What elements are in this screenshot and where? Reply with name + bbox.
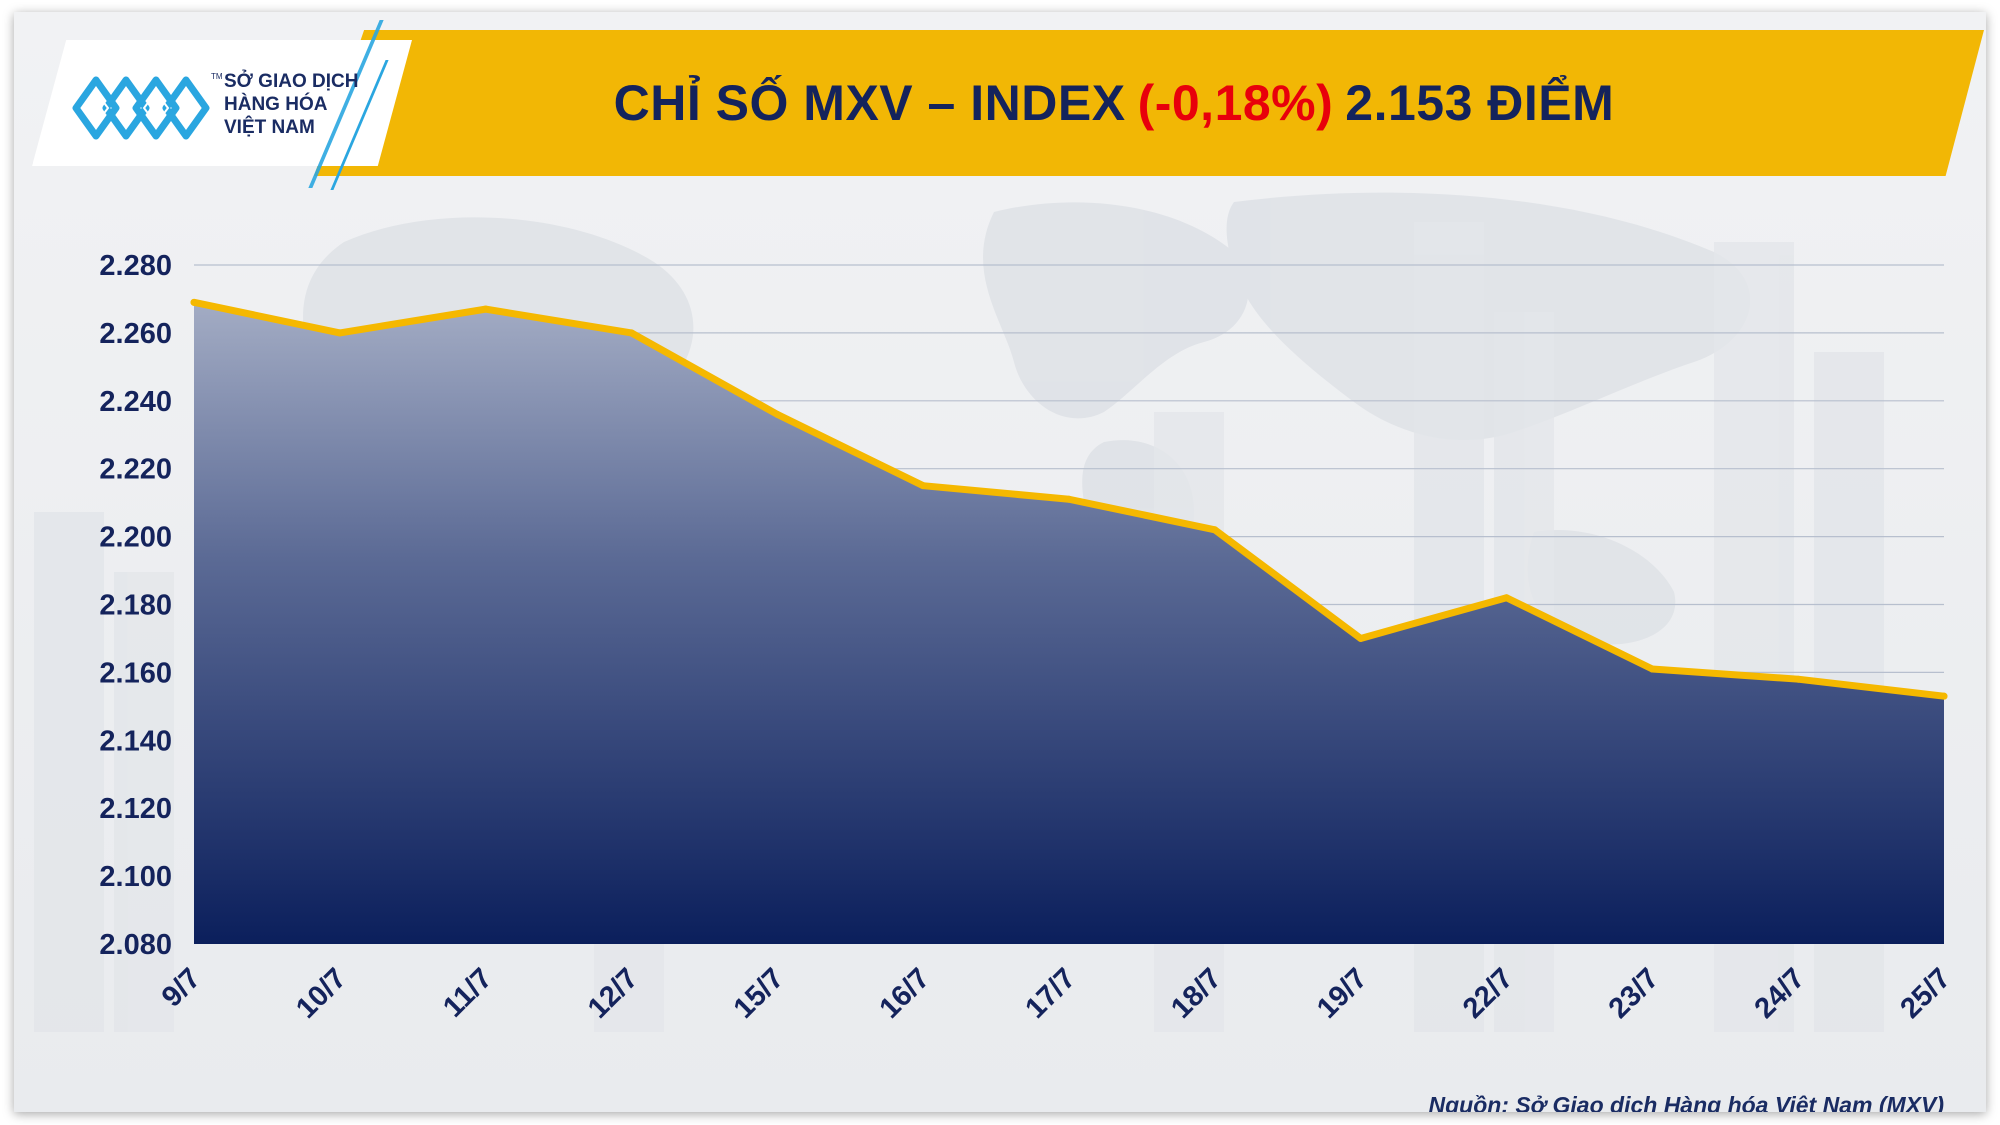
data-point <box>1503 594 1510 602</box>
y-tick-label: 2.240 <box>99 386 172 418</box>
y-tick-label: 2.160 <box>99 657 172 689</box>
x-tick-label: 25/7 <box>1894 962 1957 1025</box>
y-tick-label: 2.120 <box>99 793 172 825</box>
title-change: (-0,18%) <box>1137 75 1334 131</box>
area-chart: 2.080 2.100 2.120 2.140 2.160 2.180 2.200 2.220… <box>99 250 1957 1025</box>
logo-tm-mark: TM <box>211 72 223 81</box>
y-tick-label: 2.200 <box>99 522 172 554</box>
x-tick-label: 24/7 <box>1749 962 1812 1025</box>
x-tick-label: 12/7 <box>582 962 645 1025</box>
x-tick-label: 9/7 <box>156 962 207 1013</box>
data-point <box>773 410 781 418</box>
logo-line-3: VIỆT NAM <box>224 117 315 138</box>
source-note: Nguồn: Sở Giao dịch Hàng hóa Việt Nam (M… <box>1428 1092 1944 1112</box>
y-tick-label: 2.220 <box>99 454 172 486</box>
data-point <box>190 298 198 306</box>
data-point <box>1065 495 1073 503</box>
x-tick-label: 23/7 <box>1603 962 1666 1025</box>
logo-icon <box>72 76 210 140</box>
y-tick-label: 2.080 <box>99 929 172 961</box>
y-tick-label: 2.140 <box>99 725 172 757</box>
infographic-frame: CHỈ SỐ MXV – INDEX (-0,18%) 2.153 ĐIỂM T… <box>14 12 1986 1112</box>
logo-line-2: HÀNG HÓA <box>224 94 328 115</box>
data-point <box>1648 665 1656 673</box>
area-fill <box>194 302 1944 945</box>
data-point <box>482 305 490 313</box>
title-main: CHỈ SỐ MXV – INDEX <box>613 75 1126 131</box>
x-tick-label: 17/7 <box>1019 962 1082 1025</box>
y-tick-label: 2.100 <box>99 861 172 893</box>
x-tick-label: 18/7 <box>1165 962 1228 1025</box>
title-value: 2.153 ĐIỂM <box>1345 75 1615 131</box>
data-point <box>1940 692 1948 700</box>
page-title: CHỈ SỐ MXV – INDEX (-0,18%) 2.153 ĐIỂM <box>354 30 1874 176</box>
logo-line-1: SỞ GIAO DỊCH <box>224 71 359 92</box>
data-point <box>628 329 635 337</box>
x-tick-label: 22/7 <box>1457 962 1520 1025</box>
data-point <box>1211 526 1219 534</box>
y-tick-label: 2.260 <box>99 318 172 350</box>
x-tick-label: 11/7 <box>437 962 498 1023</box>
y-tick-label: 2.280 <box>99 250 172 282</box>
data-point <box>1794 675 1802 683</box>
logo-text: SỞ GIAO DỊCH HÀNG HÓA VIỆT NAM <box>224 70 358 139</box>
x-tick-label: 15/7 <box>728 962 791 1025</box>
y-tick-label: 2.180 <box>99 590 172 622</box>
x-tick-label: 16/7 <box>874 962 937 1025</box>
x-tick-label: 10/7 <box>290 962 353 1025</box>
header-band <box>314 30 1984 176</box>
x-tick-label: 19/7 <box>1311 962 1374 1025</box>
data-point <box>1357 634 1365 642</box>
data-point <box>919 482 927 490</box>
data-point <box>336 329 344 337</box>
